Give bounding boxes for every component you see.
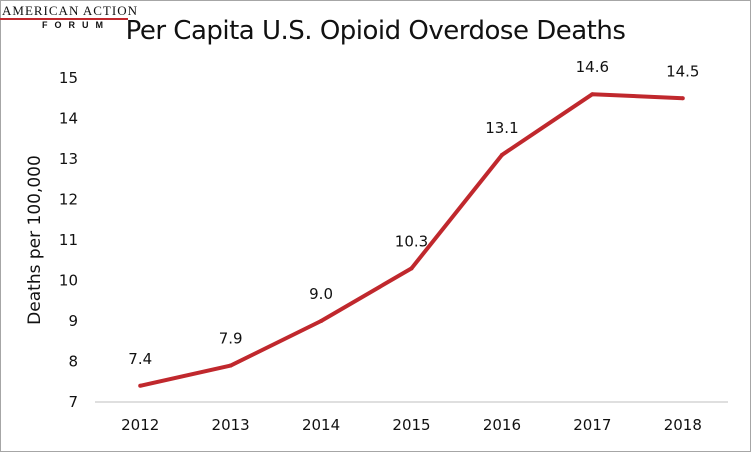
data-label: 9.0 <box>309 285 333 303</box>
data-label: 7.4 <box>128 350 152 368</box>
data-point <box>680 96 685 101</box>
data-label: 14.6 <box>576 58 609 76</box>
logo-wordmark: AMERICAN ACTION <box>2 3 138 18</box>
data-point <box>499 152 504 157</box>
data-label: 13.1 <box>485 119 518 137</box>
data-point <box>138 383 143 388</box>
data-point <box>409 266 414 271</box>
x-tick-label: 2016 <box>483 416 521 434</box>
logo-rule <box>0 18 128 20</box>
y-tick-label: 12 <box>59 191 78 209</box>
data-point <box>228 363 233 368</box>
logo-subword: FORUM <box>42 20 110 30</box>
x-tick-label: 2015 <box>392 416 430 434</box>
data-point <box>590 92 595 97</box>
x-tick-label: 2012 <box>121 416 159 434</box>
y-tick-label: 11 <box>59 231 78 249</box>
data-label: 14.5 <box>666 62 699 80</box>
x-tick-label: 2018 <box>664 416 702 434</box>
chart-title: Per Capita U.S. Opioid Overdose Deaths <box>125 16 626 46</box>
y-tick-label: 7 <box>68 393 78 411</box>
y-tick-label: 9 <box>68 312 78 330</box>
x-tick-label: 2013 <box>212 416 250 434</box>
y-tick-label: 10 <box>59 272 78 290</box>
y-tick-label: 8 <box>68 353 78 371</box>
x-tick-label: 2017 <box>573 416 611 434</box>
y-tick-label: 15 <box>59 69 78 87</box>
y-tick-label: 14 <box>59 110 78 128</box>
y-tick-label: 13 <box>59 150 78 168</box>
data-point <box>319 319 324 323</box>
x-tick-label: 2014 <box>302 416 340 434</box>
data-label: 10.3 <box>395 232 428 250</box>
data-label: 7.9 <box>219 330 243 348</box>
y-axis-title: Deaths per 100,000 <box>25 155 45 325</box>
